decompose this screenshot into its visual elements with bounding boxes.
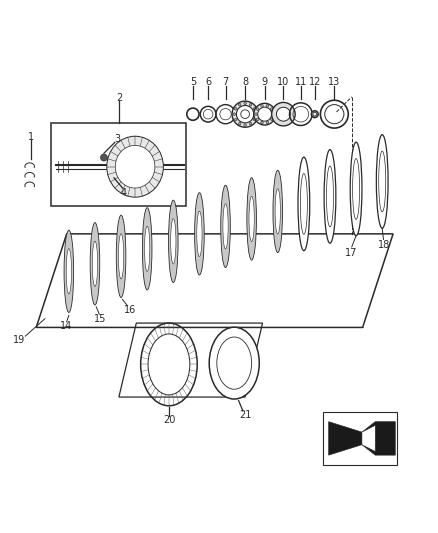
Polygon shape [328, 422, 395, 455]
Text: 12: 12 [308, 77, 321, 87]
Text: 21: 21 [239, 410, 251, 421]
Ellipse shape [353, 158, 360, 220]
Circle shape [258, 107, 272, 121]
Text: 8: 8 [242, 77, 248, 87]
Text: 16: 16 [124, 305, 136, 315]
Circle shape [253, 118, 256, 121]
Circle shape [311, 111, 318, 118]
Circle shape [244, 102, 247, 104]
Circle shape [234, 118, 237, 121]
Circle shape [249, 122, 252, 125]
Text: 1: 1 [28, 132, 34, 142]
Ellipse shape [247, 177, 256, 260]
Ellipse shape [90, 223, 100, 305]
Ellipse shape [223, 204, 228, 249]
Text: 15: 15 [94, 314, 106, 324]
Circle shape [253, 108, 256, 110]
Ellipse shape [115, 146, 155, 188]
Text: 11: 11 [295, 77, 307, 87]
Ellipse shape [273, 170, 283, 253]
Circle shape [100, 154, 107, 161]
Circle shape [254, 103, 276, 125]
Ellipse shape [298, 157, 310, 251]
Circle shape [272, 102, 295, 126]
Circle shape [266, 121, 268, 124]
Text: 4: 4 [121, 188, 127, 198]
Ellipse shape [221, 185, 230, 268]
Ellipse shape [171, 219, 176, 264]
Ellipse shape [145, 226, 150, 271]
Ellipse shape [350, 142, 362, 236]
Text: 10: 10 [277, 77, 290, 87]
Circle shape [249, 103, 252, 106]
Circle shape [270, 108, 273, 110]
Circle shape [261, 121, 263, 124]
Ellipse shape [116, 215, 126, 297]
Circle shape [261, 104, 263, 107]
Text: 5: 5 [190, 77, 196, 87]
Circle shape [237, 106, 254, 123]
Ellipse shape [300, 174, 307, 235]
Circle shape [313, 112, 317, 116]
Circle shape [256, 118, 259, 120]
Circle shape [109, 172, 114, 177]
Text: 7: 7 [223, 77, 229, 87]
Text: 3: 3 [114, 134, 120, 144]
Circle shape [232, 101, 258, 127]
Text: 6: 6 [205, 77, 211, 87]
Circle shape [276, 107, 290, 121]
Text: 20: 20 [163, 415, 175, 425]
Text: 9: 9 [261, 77, 268, 87]
Text: 19: 19 [13, 335, 25, 345]
Circle shape [272, 113, 275, 116]
Ellipse shape [64, 230, 74, 312]
Circle shape [256, 108, 259, 110]
Text: 14: 14 [60, 321, 72, 332]
Ellipse shape [217, 337, 252, 389]
Ellipse shape [92, 241, 98, 286]
Circle shape [254, 113, 257, 116]
Ellipse shape [197, 211, 202, 256]
Ellipse shape [107, 136, 163, 197]
Ellipse shape [194, 193, 204, 275]
Text: 2: 2 [116, 93, 122, 103]
Ellipse shape [249, 196, 254, 241]
Circle shape [270, 118, 273, 120]
Bar [323, 413, 397, 465]
Text: 17: 17 [345, 247, 357, 257]
Ellipse shape [148, 334, 190, 395]
Ellipse shape [379, 151, 386, 212]
Circle shape [254, 113, 257, 116]
Ellipse shape [275, 189, 280, 234]
Ellipse shape [66, 248, 71, 294]
Polygon shape [362, 425, 375, 451]
Ellipse shape [326, 166, 333, 227]
Circle shape [238, 103, 241, 106]
Circle shape [266, 104, 268, 107]
Text: 18: 18 [378, 240, 391, 250]
Circle shape [244, 124, 247, 126]
Circle shape [238, 122, 241, 125]
Ellipse shape [169, 200, 178, 282]
Circle shape [234, 108, 237, 110]
Ellipse shape [118, 233, 124, 279]
Ellipse shape [142, 208, 152, 290]
Text: 13: 13 [328, 77, 340, 87]
Circle shape [233, 113, 236, 116]
Ellipse shape [324, 150, 336, 243]
Ellipse shape [376, 135, 388, 228]
Bar [51, 123, 186, 206]
Ellipse shape [209, 327, 259, 399]
